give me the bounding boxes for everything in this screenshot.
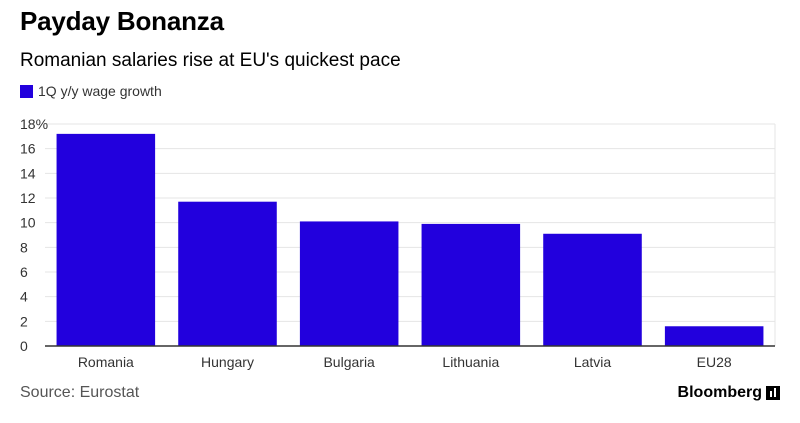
legend-label: 1Q y/y wage growth (38, 83, 162, 99)
bar (299, 221, 399, 346)
y-tick-label: 4 (20, 289, 28, 305)
x-tick-label: Bulgaria (323, 354, 375, 370)
bar (178, 201, 277, 346)
legend-swatch (20, 84, 33, 98)
y-tick-label: 6 (20, 264, 28, 280)
chart-title: Payday Bonanza (20, 6, 224, 36)
y-tick-label: 10 (20, 215, 36, 231)
x-tick-label: Romania (78, 354, 134, 370)
y-tick-label: 0 (20, 338, 28, 354)
brand-logo: Bloomberg (678, 384, 780, 402)
brand-name: Bloomberg (677, 384, 762, 401)
chart-legend: 1Q y/y wage growth (20, 83, 162, 99)
y-tick-label: 14 (20, 165, 36, 181)
brand-chart-icon (766, 386, 780, 400)
bar (56, 133, 156, 346)
x-tick-label: Lithuania (442, 354, 499, 370)
bar (664, 326, 764, 346)
y-tick-label: 2 (20, 313, 28, 329)
bar (421, 223, 521, 346)
y-tick-label: 16 (20, 141, 36, 157)
y-tick-label: 18% (20, 116, 48, 132)
x-tick-label: Hungary (201, 354, 254, 370)
y-tick-label: 12 (20, 190, 36, 206)
bar (543, 233, 642, 346)
source-note: Source: Eurostat (20, 384, 140, 401)
x-tick-label: Latvia (574, 354, 612, 370)
chart-subtitle: Romanian salaries rise at EU's quickest … (20, 50, 401, 71)
x-tick-label: EU28 (697, 354, 732, 370)
y-tick-label: 8 (20, 239, 28, 255)
